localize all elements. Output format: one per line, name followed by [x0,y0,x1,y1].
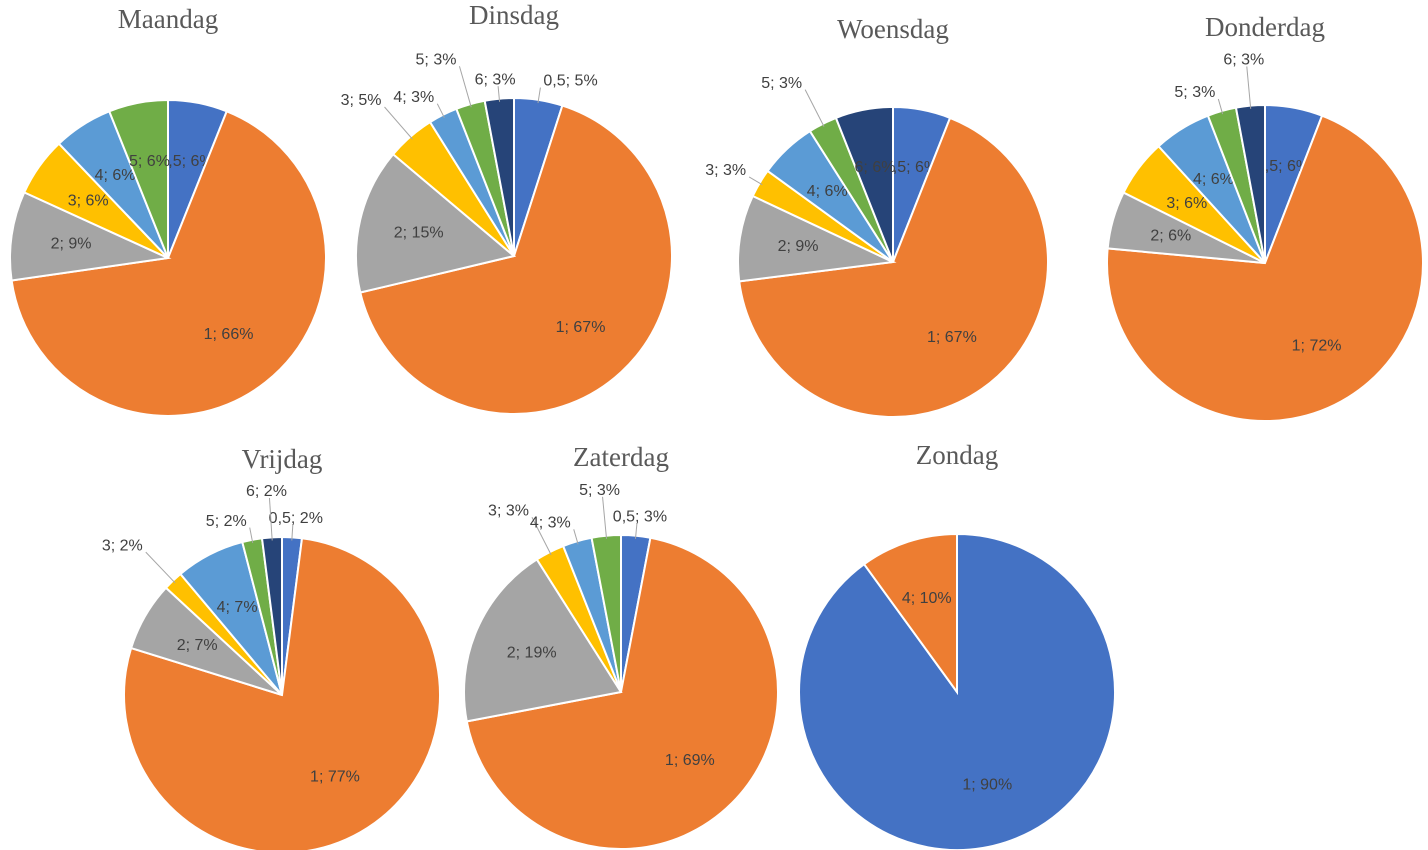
data-label: 5; 2% [206,513,247,530]
leader-line [634,523,638,539]
data-label: 2; 15% [394,225,444,242]
leader-line [458,66,472,108]
data-label: 0,5; 6% [884,159,938,176]
pie-slice [1106,114,1424,422]
data-label: 3; 3% [488,502,529,519]
chart-title: Zaterdag [573,442,669,472]
leader-line [145,551,176,584]
data-label: 2; 6% [1150,227,1191,244]
pie-slice [359,104,673,415]
data-label: 1; 77% [310,769,360,786]
data-label: 5; 3% [1174,84,1215,101]
pie-slice [123,537,441,850]
data-label: 0,5; 6% [159,153,213,170]
data-label: 1; 90% [962,776,1012,793]
data-label: 0,5; 2% [269,510,323,527]
data-label: 6; 3% [1223,52,1264,69]
data-label: 4; 3% [530,515,571,532]
data-label: 4; 3% [393,89,434,106]
leader-line [384,106,413,140]
leader-line [748,176,763,186]
chart-title: Zondag [916,440,998,470]
data-label: 3; 5% [341,92,382,109]
data-label: 6; 6% [855,159,896,176]
data-label: 6; 3% [475,71,516,88]
leader-line [1246,66,1252,109]
data-label: 1; 72% [1292,338,1342,355]
data-label: 0,5; 6% [1256,158,1310,175]
data-label: 0,5; 3% [613,509,667,526]
data-label: 1; 67% [556,319,606,336]
leader-line [291,524,294,541]
pie-slice [465,536,779,850]
chart-title: Donderdag [1205,12,1325,42]
pie-slice [9,191,172,282]
data-label: 5; 3% [579,482,620,499]
data-label: 4; 6% [95,167,136,184]
data-label: 3; 6% [68,192,109,209]
data-label: 3; 3% [705,162,746,179]
leader-line [497,86,501,102]
chart-title: Woensdag [837,14,949,44]
chart-title: Maandag [118,4,218,34]
chart-title: Vrijdag [242,444,323,474]
data-label: 4; 7% [217,599,258,616]
leader-line [268,497,273,541]
data-label: 1; 66% [204,326,254,343]
data-label: 1; 69% [665,752,715,769]
pie-slice [463,558,623,723]
leader-line [531,517,552,556]
data-label: 6; 2% [246,483,287,500]
data-label: 5; 6% [129,153,170,170]
leader-line [436,103,445,118]
data-label: 2; 9% [51,235,92,252]
leader-line [1217,98,1224,115]
pie-slice [862,532,958,696]
leader-line [573,529,579,545]
pie-slice [738,116,1049,418]
leader-line [537,87,541,104]
data-label: 2; 9% [778,238,819,255]
data-label: 3; 6% [1166,195,1207,212]
pie-slice [355,152,517,294]
leader-line [602,496,608,539]
data-label: 3; 2% [102,537,143,554]
chart-title: Dinsdag [469,0,559,30]
data-label: 4; 10% [902,590,952,607]
pie-slice [834,105,894,263]
pie-slice [737,194,897,283]
data-label: 4; 6% [1193,171,1234,188]
data-label: 0,5; 5% [543,73,597,90]
data-label: 5; 3% [761,75,802,92]
data-label: 4; 6% [807,183,848,200]
leader-line [249,527,254,544]
leader-line [804,89,825,127]
data-label: 2; 7% [177,637,218,654]
data-label: 1; 67% [927,329,977,346]
pie-slice [107,98,169,259]
pie-slice [10,110,327,417]
data-label: 5; 3% [416,52,457,69]
data-label: 2; 19% [507,645,557,662]
